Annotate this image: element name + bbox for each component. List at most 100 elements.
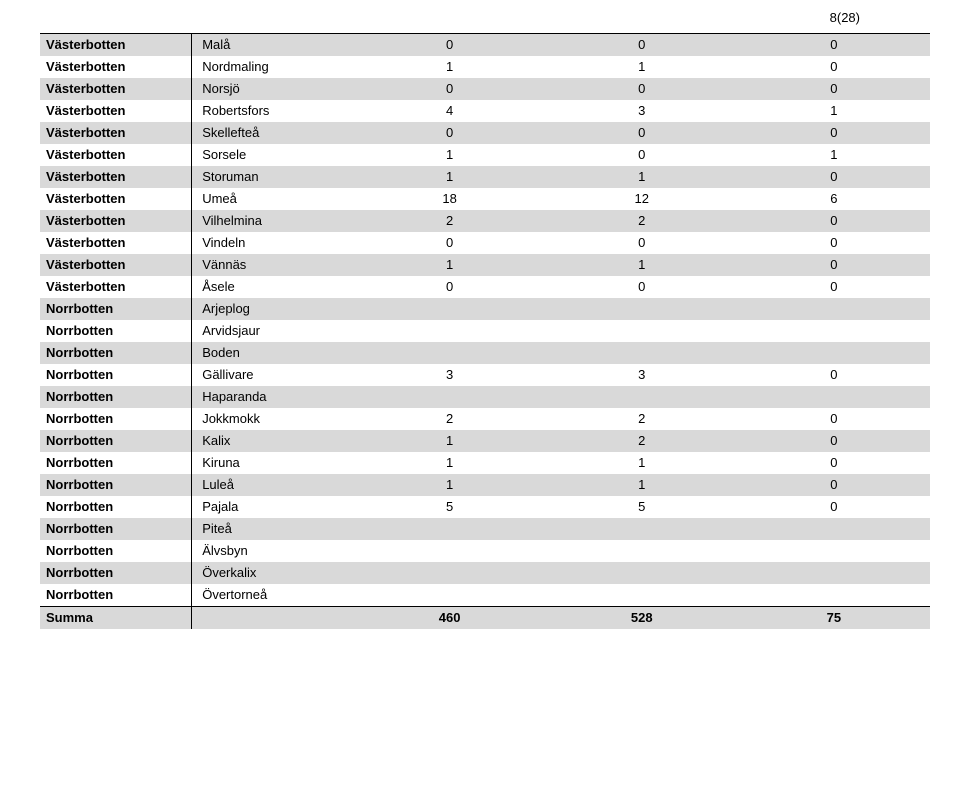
cell-value: 1 (546, 452, 738, 474)
cell-region: Norrbotten (40, 452, 192, 474)
cell-value: 0 (738, 276, 930, 298)
cell-region: Västerbotten (40, 100, 192, 122)
cell-value: 0 (738, 452, 930, 474)
table-row: NorrbottenÖvertorneå (40, 584, 930, 607)
table-row: NorrbottenPajala550 (40, 496, 930, 518)
cell-value: 4 (354, 100, 546, 122)
summary-row: Summa46052875 (40, 607, 930, 630)
cell-value (546, 342, 738, 364)
cell-municipality: Överkalix (192, 562, 354, 584)
summary-value: 75 (738, 607, 930, 630)
table-row: NorrbottenLuleå110 (40, 474, 930, 496)
cell-value: 0 (546, 78, 738, 100)
table-body: VästerbottenMalå000VästerbottenNordmalin… (40, 34, 930, 630)
summary-blank (192, 607, 354, 630)
cell-region: Norrbotten (40, 364, 192, 386)
cell-value (354, 298, 546, 320)
cell-region: Norrbotten (40, 562, 192, 584)
cell-value: 0 (546, 122, 738, 144)
table-row: NorrbottenJokkmokk220 (40, 408, 930, 430)
table-row: VästerbottenNordmaling110 (40, 56, 930, 78)
cell-value: 1 (354, 452, 546, 474)
cell-value (738, 540, 930, 562)
cell-value: 2 (354, 408, 546, 430)
cell-value: 12 (546, 188, 738, 210)
cell-region: Norrbotten (40, 342, 192, 364)
table-row: NorrbottenBoden (40, 342, 930, 364)
cell-value (738, 386, 930, 408)
cell-municipality: Gällivare (192, 364, 354, 386)
cell-value: 1 (546, 254, 738, 276)
cell-value: 0 (738, 430, 930, 452)
table-row: NorrbottenÄlvsbyn (40, 540, 930, 562)
document-page: 8(28) VästerbottenMalå000VästerbottenNor… (0, 0, 960, 798)
cell-value: 1 (546, 56, 738, 78)
table-row: NorrbottenGällivare330 (40, 364, 930, 386)
cell-municipality: Arvidsjaur (192, 320, 354, 342)
cell-value: 1 (738, 100, 930, 122)
cell-region: Västerbotten (40, 144, 192, 166)
cell-value (546, 386, 738, 408)
cell-value: 0 (738, 254, 930, 276)
cell-value (354, 562, 546, 584)
cell-municipality: Haparanda (192, 386, 354, 408)
table-row: VästerbottenStoruman110 (40, 166, 930, 188)
table-row: NorrbottenKiruna110 (40, 452, 930, 474)
cell-value (354, 342, 546, 364)
cell-region: Norrbotten (40, 584, 192, 607)
cell-region: Västerbotten (40, 122, 192, 144)
cell-value: 0 (738, 78, 930, 100)
cell-value: 0 (738, 364, 930, 386)
cell-value: 0 (738, 34, 930, 57)
cell-region: Norrbotten (40, 386, 192, 408)
summary-label: Summa (40, 607, 192, 630)
cell-value: 1 (738, 144, 930, 166)
cell-value: 0 (738, 408, 930, 430)
cell-region: Västerbotten (40, 56, 192, 78)
cell-value: 0 (354, 34, 546, 57)
cell-value: 2 (546, 408, 738, 430)
table-row: NorrbottenArvidsjaur (40, 320, 930, 342)
table-row: VästerbottenVilhelmina220 (40, 210, 930, 232)
cell-value: 1 (354, 430, 546, 452)
cell-region: Västerbotten (40, 166, 192, 188)
cell-municipality: Umeå (192, 188, 354, 210)
summary-value: 528 (546, 607, 738, 630)
cell-value: 1 (354, 254, 546, 276)
cell-value: 1 (354, 474, 546, 496)
table-row: NorrbottenÖverkalix (40, 562, 930, 584)
cell-municipality: Piteå (192, 518, 354, 540)
table-row: NorrbottenPiteå (40, 518, 930, 540)
data-table: VästerbottenMalå000VästerbottenNordmalin… (40, 33, 930, 629)
table-row: VästerbottenSkellefteå000 (40, 122, 930, 144)
cell-value: 0 (546, 276, 738, 298)
cell-value: 0 (546, 144, 738, 166)
table-row: VästerbottenSorsele101 (40, 144, 930, 166)
cell-municipality: Robertsfors (192, 100, 354, 122)
cell-value: 2 (546, 210, 738, 232)
cell-value (546, 518, 738, 540)
cell-value: 2 (354, 210, 546, 232)
cell-value: 18 (354, 188, 546, 210)
cell-value (354, 584, 546, 607)
cell-value: 2 (546, 430, 738, 452)
cell-value: 3 (546, 364, 738, 386)
cell-region: Västerbotten (40, 34, 192, 57)
cell-municipality: Vilhelmina (192, 210, 354, 232)
table-row: VästerbottenNorsjö000 (40, 78, 930, 100)
cell-municipality: Kalix (192, 430, 354, 452)
table-row: VästerbottenMalå000 (40, 34, 930, 57)
cell-value (738, 584, 930, 607)
cell-value: 0 (738, 56, 930, 78)
table-row: NorrbottenKalix120 (40, 430, 930, 452)
cell-region: Västerbotten (40, 254, 192, 276)
cell-value: 1 (354, 56, 546, 78)
cell-value: 3 (546, 100, 738, 122)
cell-value: 0 (546, 34, 738, 57)
table-row: VästerbottenVindeln000 (40, 232, 930, 254)
cell-region: Norrbotten (40, 298, 192, 320)
cell-municipality: Nordmaling (192, 56, 354, 78)
cell-value: 1 (546, 166, 738, 188)
cell-municipality: Pajala (192, 496, 354, 518)
cell-value (546, 298, 738, 320)
